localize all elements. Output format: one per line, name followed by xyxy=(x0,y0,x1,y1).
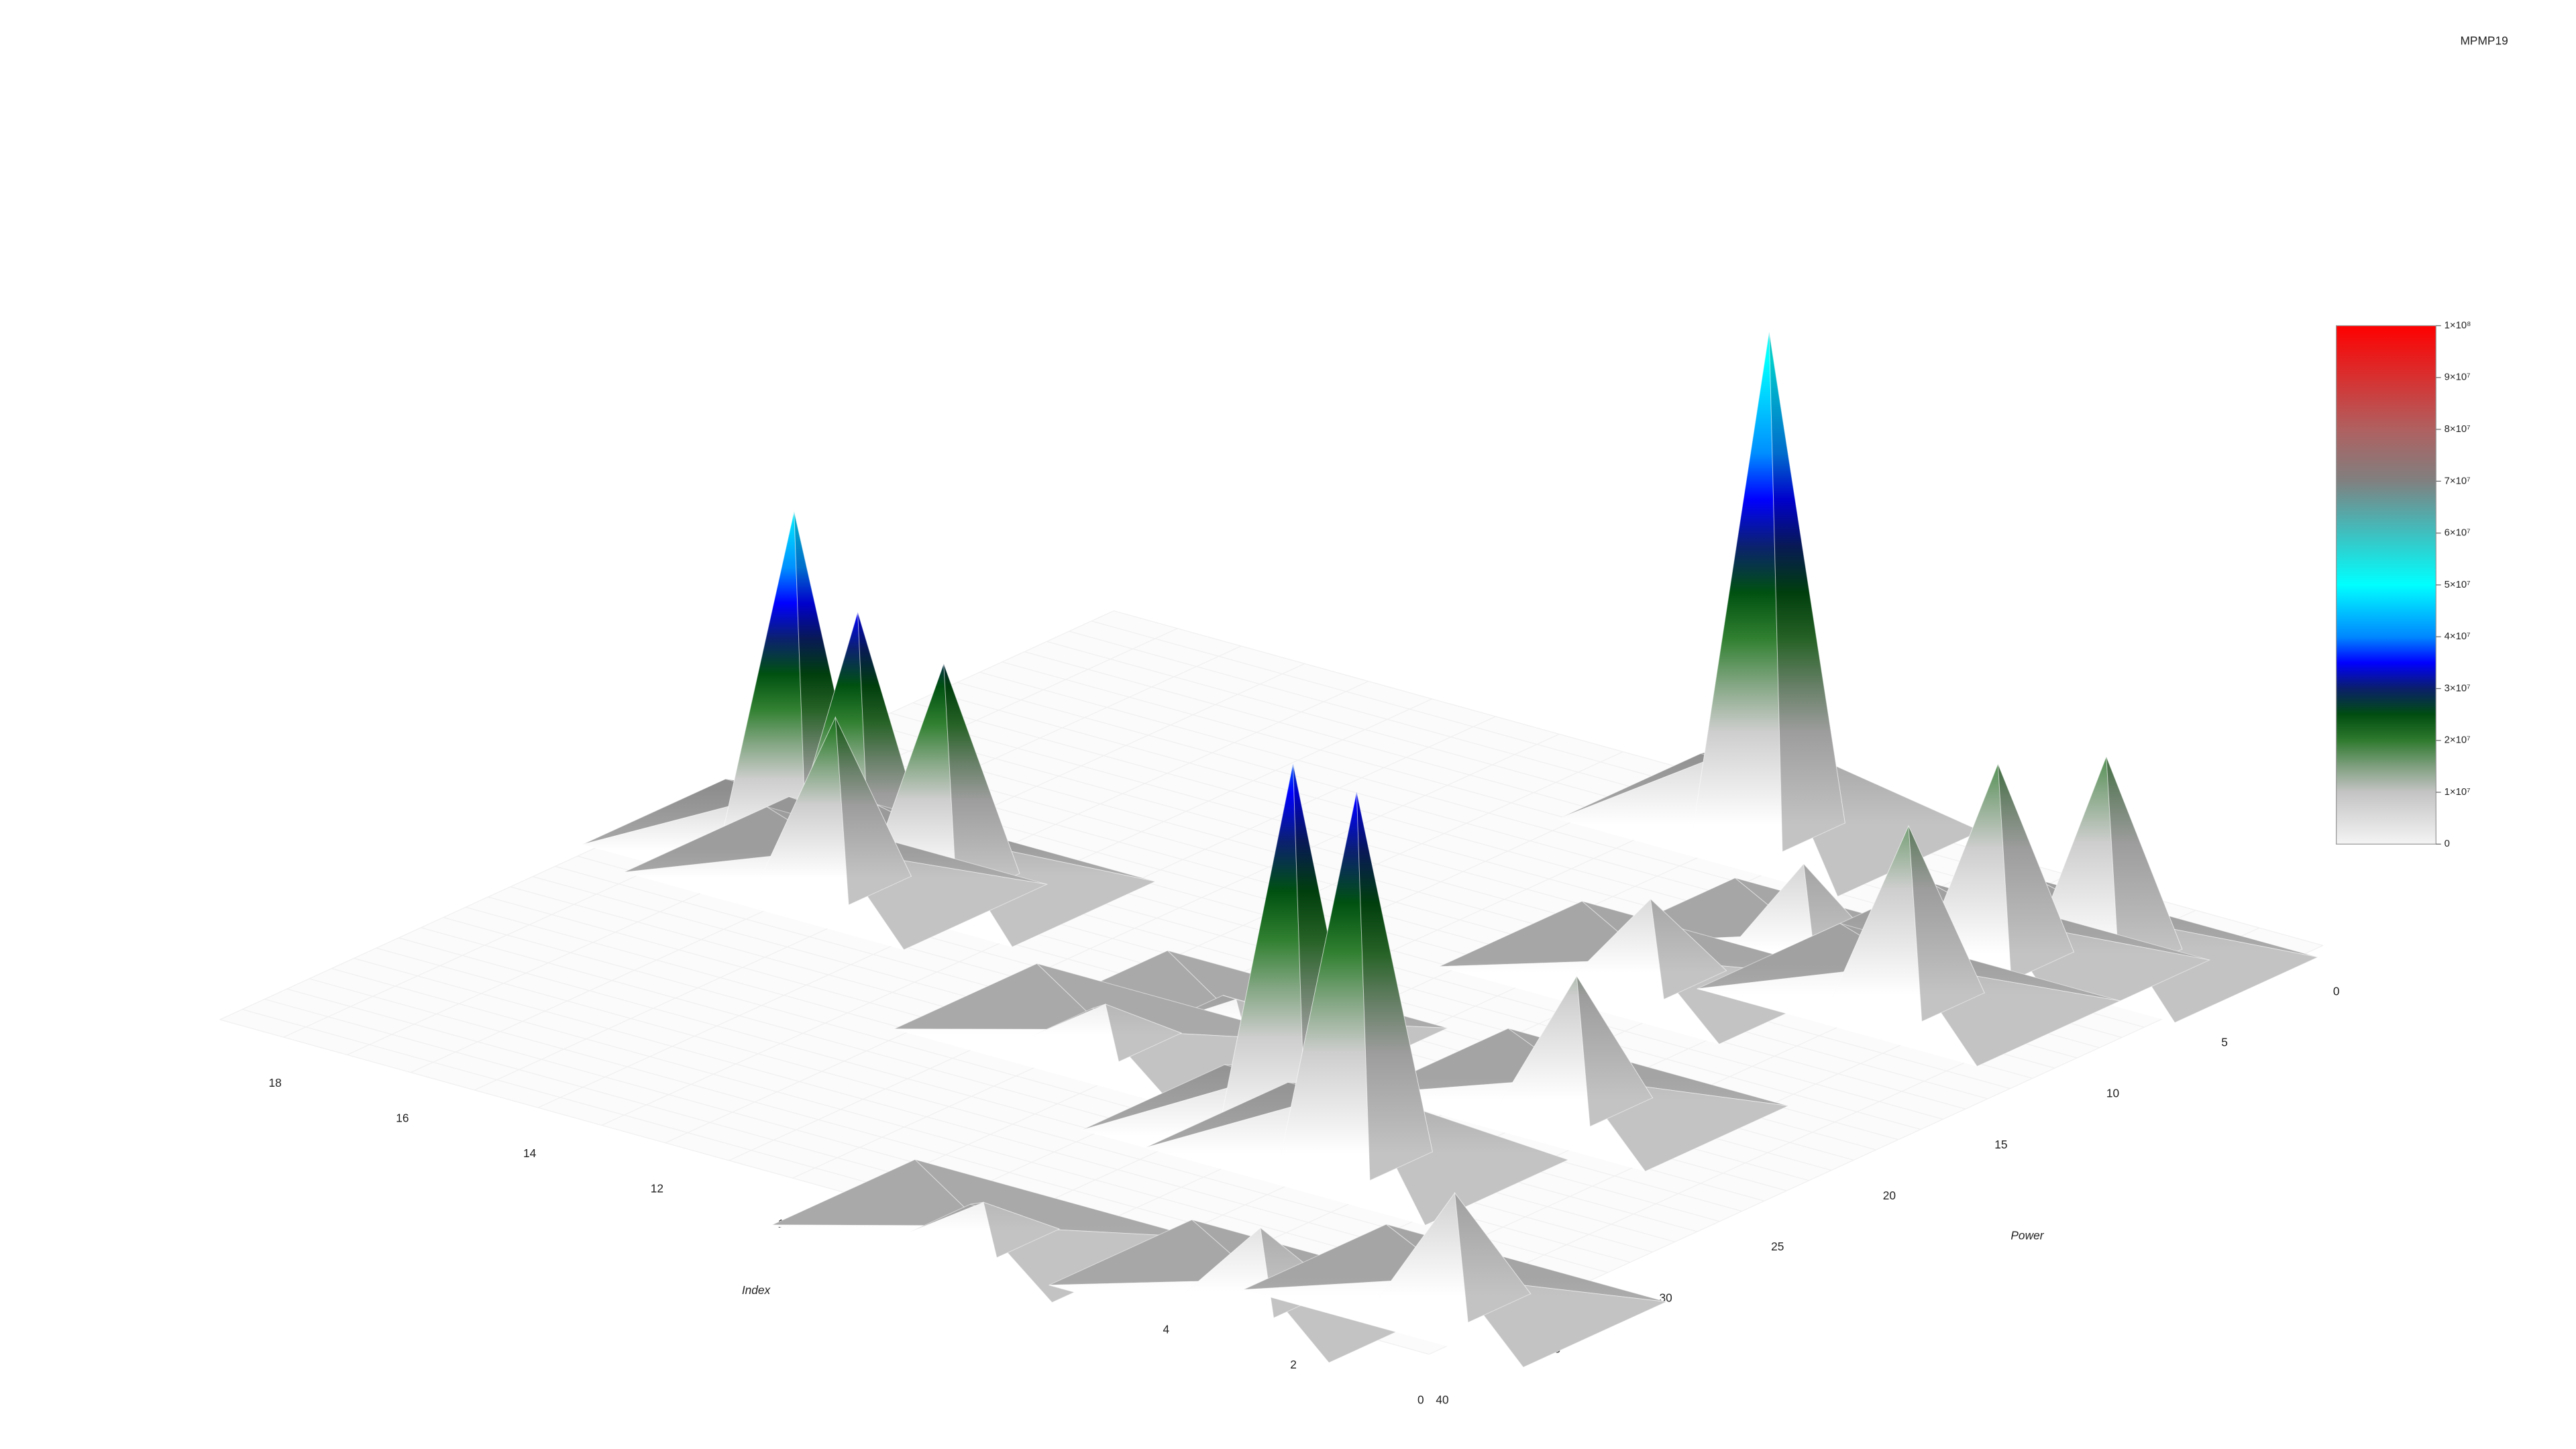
peak xyxy=(1105,1004,1183,1063)
colorbar-tick-label: 1×10⁸ xyxy=(2445,320,2471,331)
x-axis-title: Power xyxy=(2010,1228,2044,1242)
plot-area: MPMP19 Index Power 024681012141618051015… xyxy=(219,34,2508,1407)
surface-grid xyxy=(800,753,2010,1089)
y-tick-label: 16 xyxy=(396,1112,409,1125)
x-tick-label: 15 xyxy=(1994,1138,2007,1151)
peak xyxy=(1650,898,1727,1000)
y-axis-title: Index xyxy=(742,1283,771,1297)
x-tick-label: 10 xyxy=(2106,1087,2119,1100)
y-tick-label: 14 xyxy=(523,1146,537,1160)
peak xyxy=(1356,792,1433,1181)
x-tick-label: 5 xyxy=(2221,1036,2228,1049)
x-tick-label: 0 xyxy=(2333,984,2340,998)
x-tick-label: 40 xyxy=(1436,1393,1448,1407)
y-tick-label: 4 xyxy=(1163,1323,1170,1336)
x-tick-label: 25 xyxy=(1771,1240,1784,1253)
peak xyxy=(1693,331,1783,853)
chart-title: MPMP19 xyxy=(2460,34,2508,48)
colorbar-tick-label: 1×10⁷ xyxy=(2445,787,2471,798)
peak xyxy=(983,1201,1061,1258)
colorbar-tick-label: 4×10⁷ xyxy=(2445,631,2471,642)
peak xyxy=(1997,763,2075,981)
y-tick-label: 18 xyxy=(269,1076,282,1089)
peak xyxy=(835,717,912,906)
colorbar-tick-label: 6×10⁷ xyxy=(2445,528,2471,539)
y-tick-label: 2 xyxy=(1290,1358,1297,1371)
x-tick-label: 20 xyxy=(1883,1189,1896,1202)
peak xyxy=(1768,331,1845,853)
colorbar xyxy=(2336,325,2436,845)
peak xyxy=(1576,975,1654,1127)
peak xyxy=(1908,826,1985,1022)
colorbar-tick-label: 7×10⁷ xyxy=(2445,476,2471,486)
y-tick-label: 12 xyxy=(651,1182,663,1195)
colorbar-tick-label: 2×10⁷ xyxy=(2445,735,2471,746)
colorbar-tick-label: 5×10⁷ xyxy=(2445,580,2471,590)
colorbar-tick-label: 9×10⁷ xyxy=(2445,372,2471,383)
peak xyxy=(1454,1191,1532,1324)
colorbar-tick-label: 0 xyxy=(2445,839,2450,849)
y-tick-label: 0 xyxy=(1417,1393,1424,1407)
colorbar-tick-label: 3×10⁷ xyxy=(2445,683,2471,694)
colorbar-tick-label: 8×10⁷ xyxy=(2445,424,2471,435)
